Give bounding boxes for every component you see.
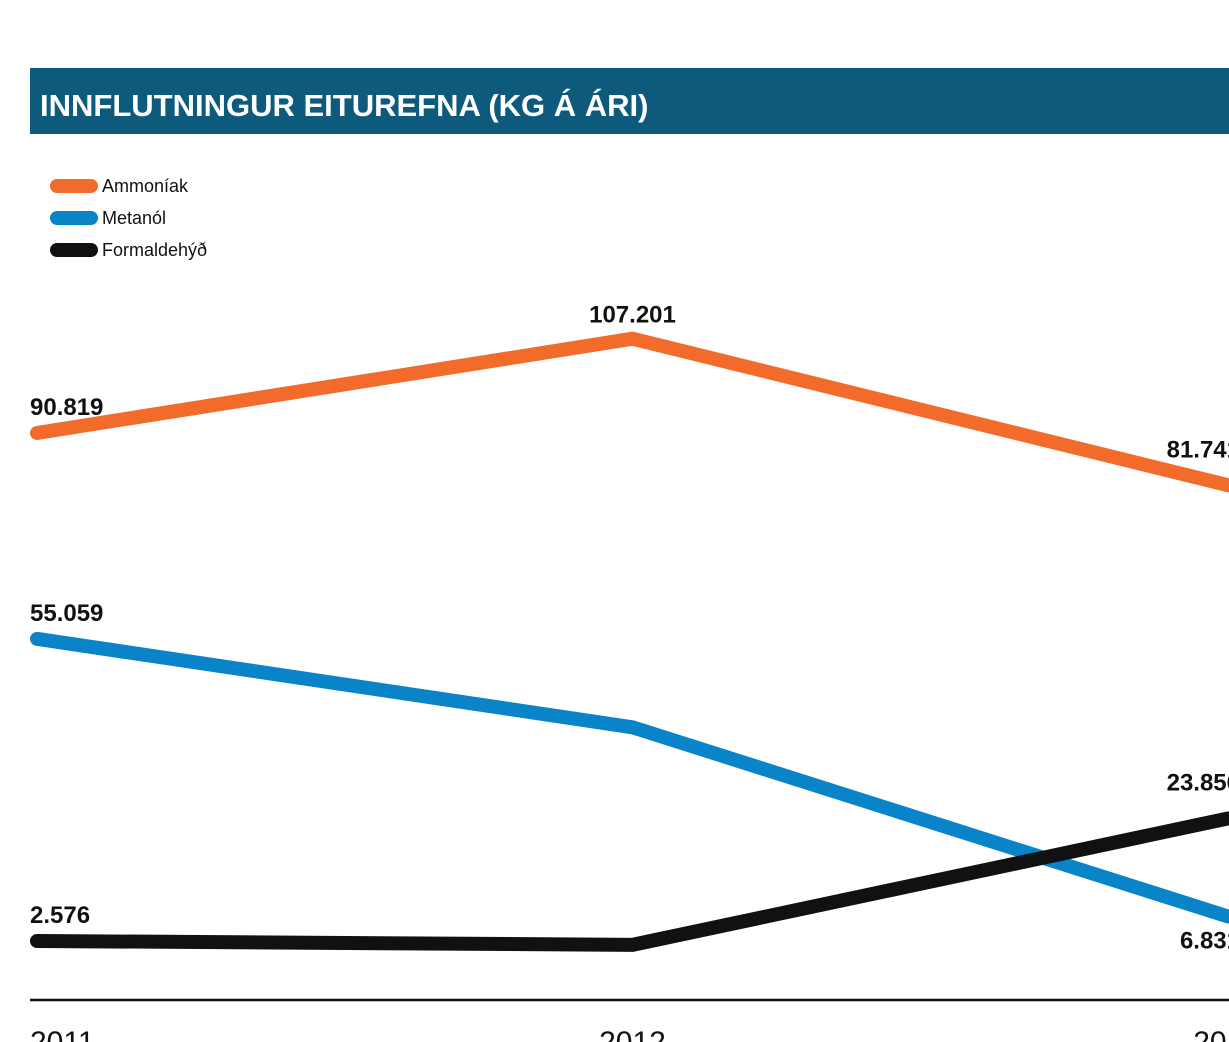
- legend-swatch: [50, 179, 98, 193]
- chart-title: INNFLUTNINGUR EITUREFNA (KG Á ÁRI): [40, 88, 648, 123]
- data-label: 55.059: [30, 600, 103, 627]
- x-tick-label: 2013: [1193, 1026, 1229, 1042]
- x-tick-label: 2011: [30, 1026, 95, 1042]
- legend-label: Ammoníak: [102, 176, 189, 196]
- series-line: [30, 331, 1229, 493]
- data-label: 107.201: [589, 302, 676, 329]
- legend-swatch: [50, 211, 98, 225]
- series-line: [30, 811, 1229, 952]
- legend-swatch: [50, 243, 98, 257]
- data-label: 81.741: [1167, 436, 1229, 463]
- data-label: 90.819: [30, 394, 103, 421]
- title-bar: [30, 68, 1229, 134]
- legend-label: Metanól: [102, 208, 166, 228]
- data-label: 23.856: [1167, 769, 1229, 796]
- data-label: 6.831: [1180, 927, 1229, 954]
- legend-label: Formaldehýð: [102, 240, 207, 260]
- data-label: 2.576: [30, 902, 90, 929]
- x-tick-label: 2012: [599, 1026, 666, 1042]
- series-line: [30, 631, 1229, 924]
